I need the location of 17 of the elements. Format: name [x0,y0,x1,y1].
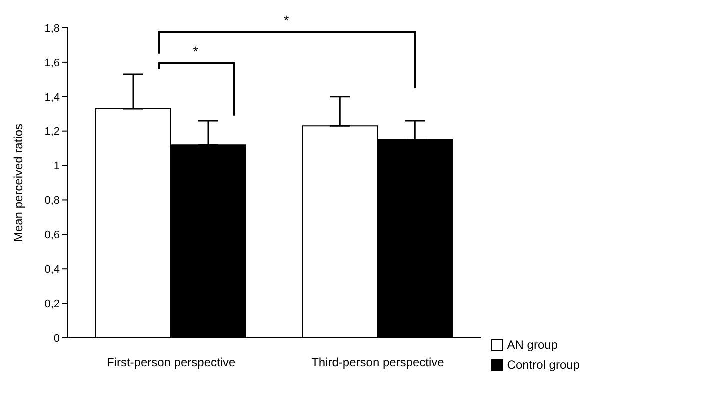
legend-label: AN group [507,338,558,352]
annotation: * [284,12,290,28]
y-tick-label: 1,6 [44,57,60,70]
x-tick-label: Third-person perspective [312,356,445,370]
y-axis-title: Mean perceived ratios [11,124,26,242]
y-tick-label: 0,6 [44,230,60,242]
y-tick-label: 1,8 [44,22,60,35]
y-tick-label: 0,2 [44,298,60,310]
y-tick-label: 0 [54,332,60,345]
x-tick-label: First-person perspective [106,356,236,370]
y-tick-label: 1,2 [44,126,60,138]
legend-label: Control group [507,358,580,372]
y-tick-label: 0,4 [44,264,60,276]
y-tick-label: 0,8 [44,195,60,208]
y-tick-label: 1,4 [44,92,60,104]
y-tick-label: 1 [54,160,60,173]
annotation: * [193,43,200,60]
